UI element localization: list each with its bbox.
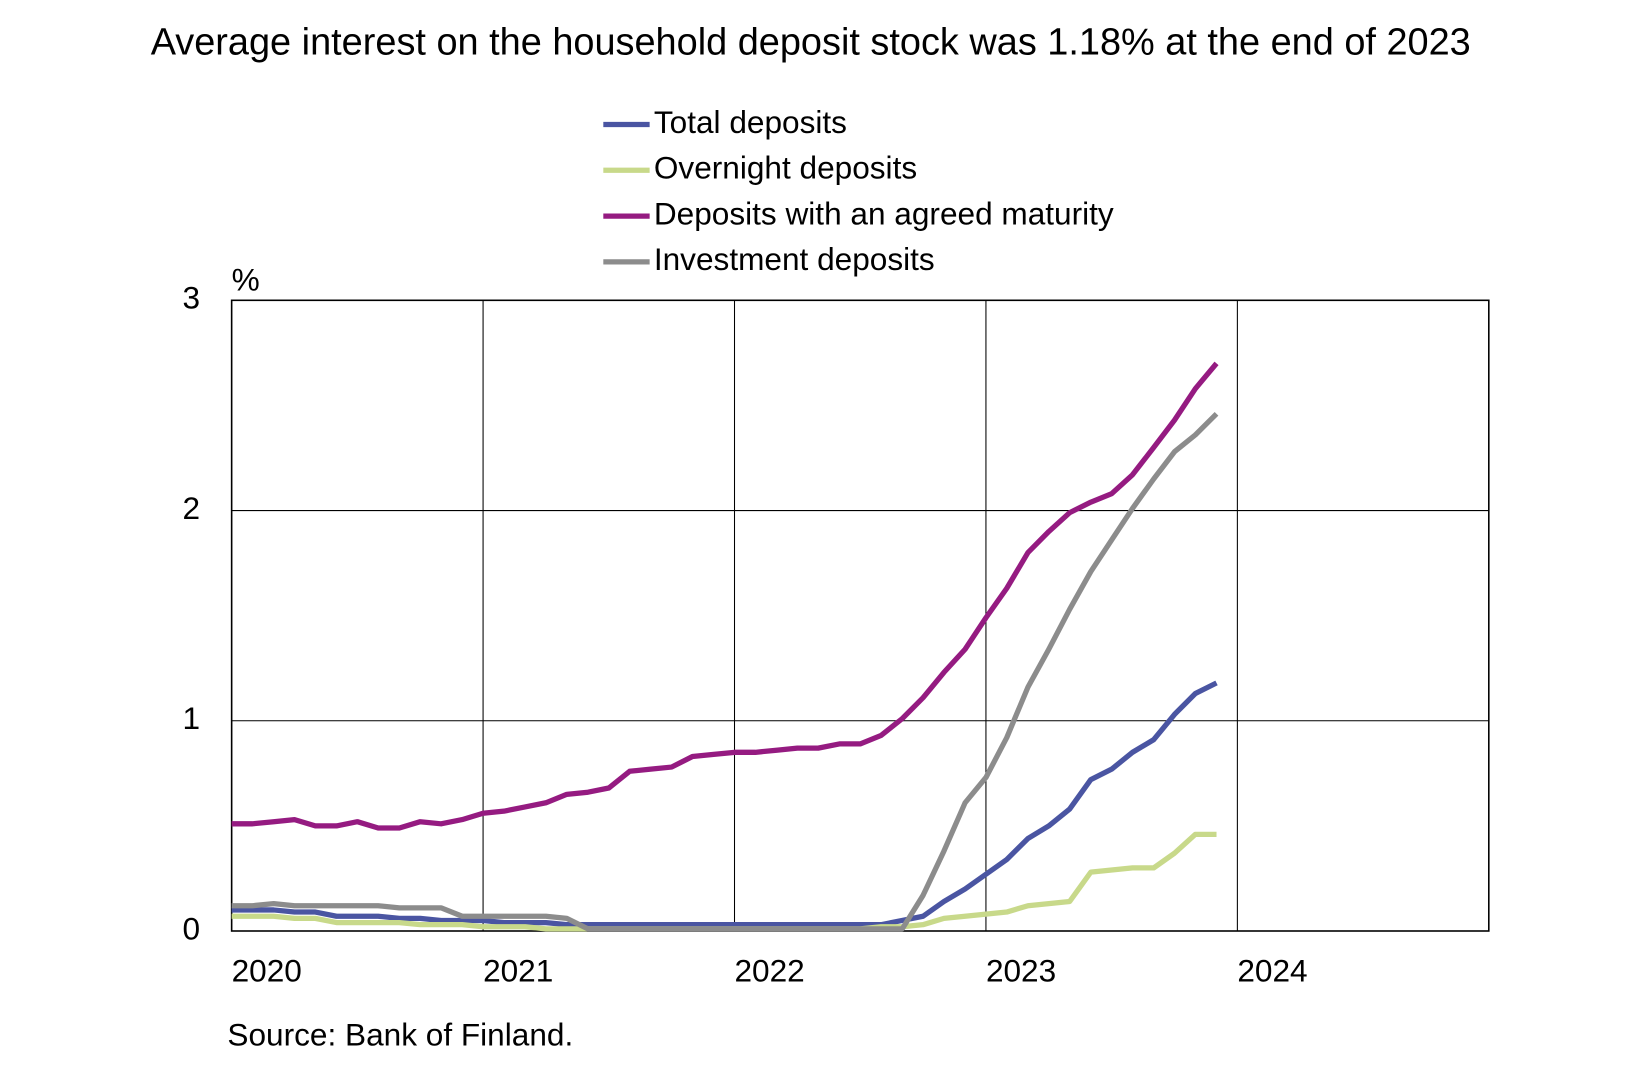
series-line (231, 361, 1219, 831)
x-tick-label: 2021 (483, 952, 553, 988)
series-line (231, 680, 1218, 928)
y-tick-label: 0 (182, 910, 200, 946)
legend-label: Deposits with an agreed maturity (654, 195, 1114, 231)
source-note: Source: Bank of Finland. (227, 1017, 573, 1053)
series-line (231, 411, 1219, 932)
y-axis-unit: % (232, 262, 260, 298)
x-tick-label: 2020 (232, 952, 302, 988)
legend-label: Total deposits (654, 104, 847, 140)
x-tick-label: 2022 (735, 952, 805, 988)
legend-label: Investment deposits (654, 241, 935, 277)
chart-title: Average interest on the household deposi… (151, 21, 1471, 63)
legend-label: Overnight deposits (654, 150, 917, 186)
y-tick-label: 1 (182, 700, 200, 736)
plot-frame (230, 299, 1490, 932)
y-tick-label: 2 (182, 490, 200, 526)
x-tick-label: 2024 (1237, 952, 1307, 988)
x-tick-label: 2023 (986, 952, 1056, 988)
y-tick-label: 3 (182, 280, 200, 316)
